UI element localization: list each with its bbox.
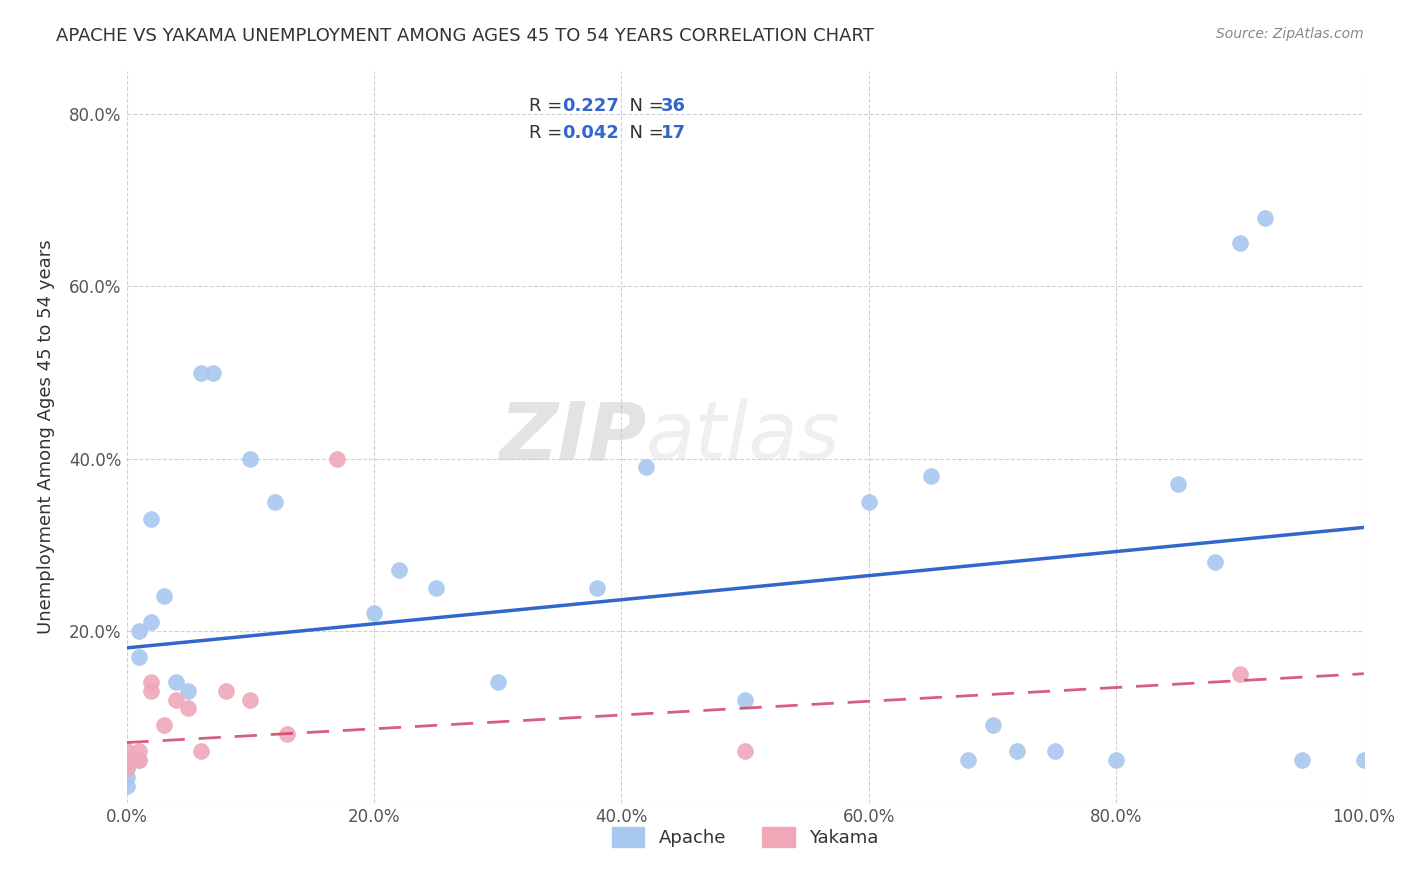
Text: R =: R = [529, 124, 568, 142]
Point [190, 366, 212, 380]
Point [388, 564, 411, 578]
Point [585, 581, 607, 595]
Text: R =: R = [529, 96, 568, 115]
Text: ZIP: ZIP [499, 398, 647, 476]
Point [141, 684, 163, 698]
Point [177, 701, 200, 715]
Point [128, 624, 150, 638]
Point [115, 770, 138, 784]
Text: N =: N = [617, 124, 669, 142]
Point [141, 512, 163, 526]
Point [115, 761, 138, 775]
Point [177, 684, 200, 698]
Point [734, 744, 756, 758]
Point [486, 675, 509, 690]
Point [363, 607, 385, 621]
Point [326, 451, 349, 466]
Point [1167, 477, 1189, 491]
Point [264, 494, 287, 508]
Text: 0.227: 0.227 [562, 96, 619, 115]
Point [115, 753, 138, 767]
Point [190, 744, 212, 758]
Y-axis label: Unemployment Among Ages 45 to 54 years: Unemployment Among Ages 45 to 54 years [38, 240, 55, 634]
Point [858, 494, 880, 508]
Point [425, 581, 447, 595]
Point [1353, 753, 1375, 767]
Point [128, 753, 150, 767]
Point [920, 468, 942, 483]
Text: Source: ZipAtlas.com: Source: ZipAtlas.com [1216, 27, 1364, 41]
Point [128, 744, 150, 758]
Point [239, 692, 262, 706]
Point [115, 744, 138, 758]
Point [165, 675, 187, 690]
Point [152, 589, 174, 603]
Point [734, 692, 756, 706]
Point [636, 460, 658, 475]
Point [214, 684, 236, 698]
Point [141, 675, 163, 690]
Point [115, 779, 138, 793]
Point [1291, 753, 1313, 767]
Point [1204, 555, 1226, 569]
Point [202, 366, 225, 380]
Point [239, 451, 262, 466]
Point [115, 761, 138, 775]
Legend: Apache, Yakama: Apache, Yakama [603, 818, 887, 856]
Point [981, 718, 1004, 732]
Point [276, 727, 298, 741]
Point [1007, 744, 1029, 758]
Point [165, 692, 187, 706]
Text: 36: 36 [661, 96, 686, 115]
Point [128, 753, 150, 767]
Text: N =: N = [617, 96, 669, 115]
Point [128, 649, 150, 664]
Text: atlas: atlas [647, 398, 841, 476]
Point [1043, 744, 1066, 758]
Point [115, 753, 138, 767]
Text: APACHE VS YAKAMA UNEMPLOYMENT AMONG AGES 45 TO 54 YEARS CORRELATION CHART: APACHE VS YAKAMA UNEMPLOYMENT AMONG AGES… [56, 27, 875, 45]
Point [1105, 753, 1128, 767]
Text: 17: 17 [661, 124, 686, 142]
Point [1229, 236, 1251, 251]
Text: 0.042: 0.042 [562, 124, 619, 142]
Point [956, 753, 979, 767]
Point [141, 615, 163, 629]
Point [1229, 666, 1251, 681]
Point [1254, 211, 1277, 225]
Point [152, 718, 174, 732]
